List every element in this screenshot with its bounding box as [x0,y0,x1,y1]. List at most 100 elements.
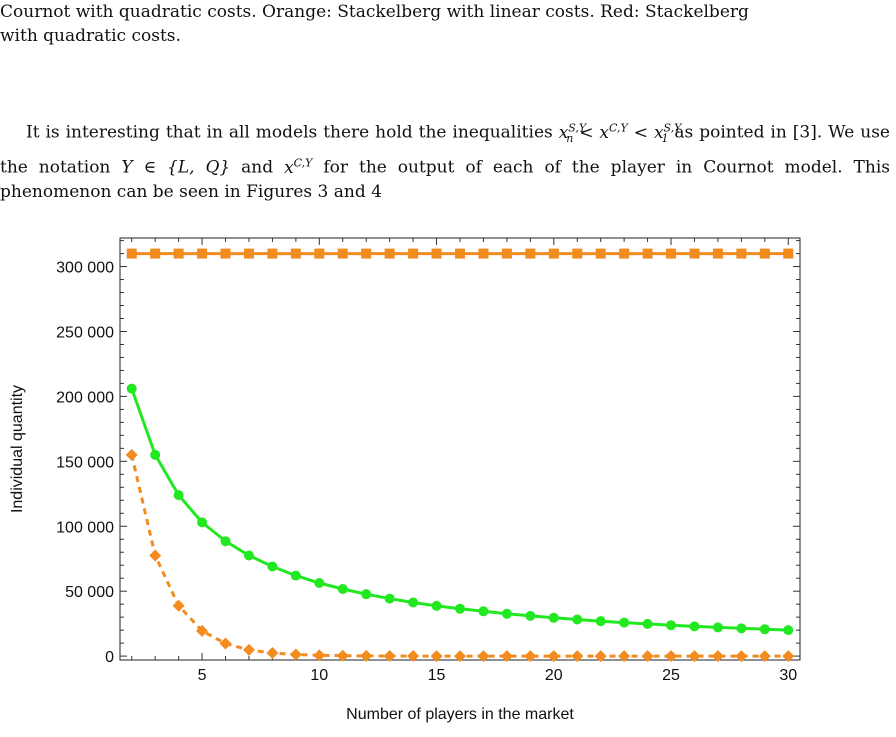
square-point [619,248,630,259]
cournot-output-math: xC,Y [284,156,313,178]
x-tick-label: 20 [545,667,563,684]
diamond-point [125,448,138,461]
diamond-point [571,650,584,663]
diamond-point [430,650,443,663]
paragraph-text-2: as pointed in [3]. We use the notation [0,122,890,178]
square-point [408,248,419,259]
y-tick-label: 0 [105,649,114,666]
square-point [642,248,653,259]
circle-point [337,583,348,594]
square-point [455,248,465,259]
paragraph-text-4: for the output of each of the player in … [0,157,890,202]
diamond-point [336,649,349,662]
caption-line-1: Cournot with quadratic costs. Orange: St… [0,2,749,22]
circle-point [501,608,512,619]
square-point [572,248,583,259]
circle-point [759,624,770,635]
circle-point [478,606,489,617]
square-point [220,248,231,259]
diamond-point [313,649,326,662]
square-point [126,248,137,259]
square-point [267,248,278,259]
circle-point [384,593,395,604]
square-point [548,248,559,259]
circle-point [408,597,419,608]
square-point [525,248,536,259]
diamond-point [242,643,255,656]
square-point [712,248,723,259]
diamond-point [547,650,560,663]
circle-point [572,614,583,625]
square-point [501,248,512,259]
square-point [431,248,442,259]
square-point [290,248,301,259]
circle-point [689,621,700,632]
diamond-point [735,650,748,663]
circle-point [314,578,325,589]
y-tick-label: 50 000 [65,584,114,601]
circle-point [267,561,278,572]
square-point [197,248,208,259]
diamond-point [618,650,631,663]
square-point [150,248,161,259]
diamond-point [149,549,162,562]
diamond-point [289,648,302,661]
diamond-point [688,650,701,663]
circle-point [126,383,137,394]
square-point [243,248,254,259]
diamond-point [782,650,795,663]
square-point [736,248,747,259]
square-point [361,248,372,259]
diamond-point [219,637,232,650]
individual-quantity-chart: 0 50 000 100 000 150 000 200 000 250 000 300 0… [9,237,801,723]
x-axis-label: Number of players in the market [346,706,574,723]
y-tick-label: 200 000 [56,389,114,406]
y-tick-label: 300 000 [56,260,114,277]
x-tick-labels: 5 10 15 20 25 30 [198,667,798,684]
diamond-point [711,650,724,663]
x-tick-label: 5 [198,667,207,684]
circle-point [243,550,254,561]
diamond-point [383,650,396,663]
circle-point [361,589,372,600]
circle-point [642,618,653,629]
axis-ticks [120,238,800,660]
circle-point [197,517,208,528]
y-tick-label: 100 000 [56,519,114,536]
diamond-point [641,650,654,663]
square-point [314,248,325,259]
circle-point [666,620,677,631]
circle-point [150,449,161,460]
figure-caption: Cournot with quadratic costs. Orange: St… [0,0,890,48]
diamond-point [665,650,678,663]
series-layer [125,248,795,663]
diamond-point [758,650,771,663]
series-line-2 [130,388,789,632]
body-paragraph: It is interesting that in all models the… [0,116,890,204]
y-tick-label: 250 000 [56,324,114,341]
square-point [337,248,348,259]
square-point [595,248,606,259]
square-point [783,248,794,259]
diamond-point [407,650,420,663]
diamond-point [196,624,209,637]
plot-frame [119,237,801,661]
circle-point [619,617,630,628]
square-point [173,248,184,259]
square-point [478,248,489,259]
figure: 0 50 000 100 000 150 000 200 000 250 000 300 0… [0,232,896,732]
caption-line-2: with quadratic costs. [0,26,181,46]
circle-point [736,623,747,634]
diamond-point [594,650,607,663]
square-point [666,248,677,259]
paragraph-text-1: It is interesting that in all models the… [26,122,559,143]
circle-point [455,603,465,614]
x-tick-label: 30 [779,667,797,684]
circle-point [548,612,559,623]
set-expression-math: Y ∈ {L, Q} [121,157,231,178]
diamond-point [360,649,373,662]
y-tick-labels: 0 50 000 100 000 150 000 200 000 250 000 300 0… [56,260,114,667]
diamond-point [266,646,279,659]
x-tick-label: 25 [662,667,680,684]
x-tick-label: 15 [428,667,446,684]
